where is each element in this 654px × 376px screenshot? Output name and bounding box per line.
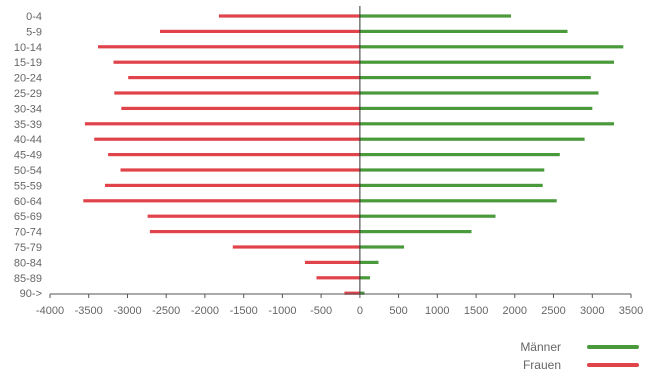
category-label: 80-84 (14, 257, 42, 269)
x-tick-label: 0 (357, 305, 363, 317)
bar-männer-20-24 (359, 76, 591, 80)
bar-frauen-30-34 (121, 106, 360, 110)
x-tick-label: -2500 (152, 305, 180, 317)
bar-frauen-35-39 (84, 122, 360, 126)
bar-frauen-85-89 (316, 276, 360, 280)
x-tick-label: -1500 (230, 305, 258, 317)
category-label: 5-9 (26, 26, 42, 38)
x-tick-label: 3500 (619, 305, 643, 317)
bar-männer-10-14 (359, 45, 624, 49)
bar-frauen-90-> (344, 291, 360, 295)
category-label: 20-24 (14, 73, 42, 85)
bar-frauen-60-64 (83, 199, 360, 203)
x-tick-label: -500 (310, 305, 332, 317)
x-tick-label: 1000 (425, 305, 449, 317)
x-tick-label: 500 (389, 305, 407, 317)
category-label: 70-74 (14, 227, 42, 239)
bar-männer-40-44 (359, 137, 585, 141)
bar-männer-15-19 (359, 60, 614, 64)
category-label: 30-34 (14, 103, 42, 115)
bar-frauen-0-4 (218, 14, 360, 18)
x-tick-label: -3000 (113, 305, 141, 317)
bar-frauen-40-44 (94, 137, 360, 141)
x-tick-label: 1500 (464, 305, 488, 317)
bar-männer-45-49 (359, 153, 560, 157)
category-label: 75-79 (14, 242, 42, 254)
category-label: 50-54 (14, 165, 42, 177)
bar-männer-75-79 (359, 245, 405, 249)
bar-männer-25-29 (359, 91, 599, 95)
bar-männer-80-84 (359, 260, 379, 264)
x-tick-label: -3500 (75, 305, 103, 317)
category-label: 65-69 (14, 211, 42, 223)
bar-frauen-10-14 (98, 45, 360, 49)
bar-männer-55-59 (359, 183, 543, 187)
x-tick-label: -1000 (268, 305, 296, 317)
bar-männer-30-34 (359, 106, 593, 110)
category-label: 25-29 (14, 88, 42, 100)
bar-frauen-15-19 (113, 60, 360, 64)
bar-frauen-80-84 (304, 260, 360, 264)
bar-frauen-50-54 (120, 168, 360, 172)
category-label: 85-89 (14, 273, 42, 285)
category-label: 15-19 (14, 57, 42, 69)
bar-frauen-20-24 (128, 76, 360, 80)
bar-männer-90-> (359, 291, 365, 295)
category-label: 45-49 (14, 150, 42, 162)
category-label: 0-4 (26, 11, 42, 23)
bar-männer-0-4 (359, 14, 511, 18)
legend-label: Männer (520, 340, 561, 354)
bar-frauen-55-59 (105, 183, 360, 187)
bar-frauen-70-74 (149, 230, 360, 234)
category-label: 10-14 (14, 42, 42, 54)
bar-frauen-5-9 (160, 29, 360, 33)
x-tick-label: 2000 (503, 305, 527, 317)
category-label: 35-39 (14, 119, 42, 131)
bar-männer-5-9 (359, 29, 568, 33)
x-tick-label: 2500 (541, 305, 565, 317)
category-label: 40-44 (14, 134, 42, 146)
x-tick-label: 3000 (580, 305, 604, 317)
x-tick-label: -2000 (191, 305, 219, 317)
bar-frauen-45-49 (108, 153, 360, 157)
bar-männer-50-54 (359, 168, 545, 172)
legend-label: Frauen (523, 358, 561, 371)
category-label: 60-64 (14, 196, 42, 208)
bar-männer-35-39 (359, 122, 614, 126)
bar-männer-70-74 (359, 230, 472, 234)
category-label: 90-> (20, 288, 42, 300)
category-label: 55-59 (14, 180, 42, 192)
bar-männer-65-69 (359, 214, 496, 218)
bar-frauen-75-79 (232, 245, 360, 249)
bar-männer-85-89 (359, 276, 370, 280)
bar-frauen-25-29 (114, 91, 360, 95)
x-tick-label: -4000 (36, 305, 64, 317)
bar-frauen-65-69 (147, 214, 360, 218)
bar-männer-60-64 (359, 199, 557, 203)
